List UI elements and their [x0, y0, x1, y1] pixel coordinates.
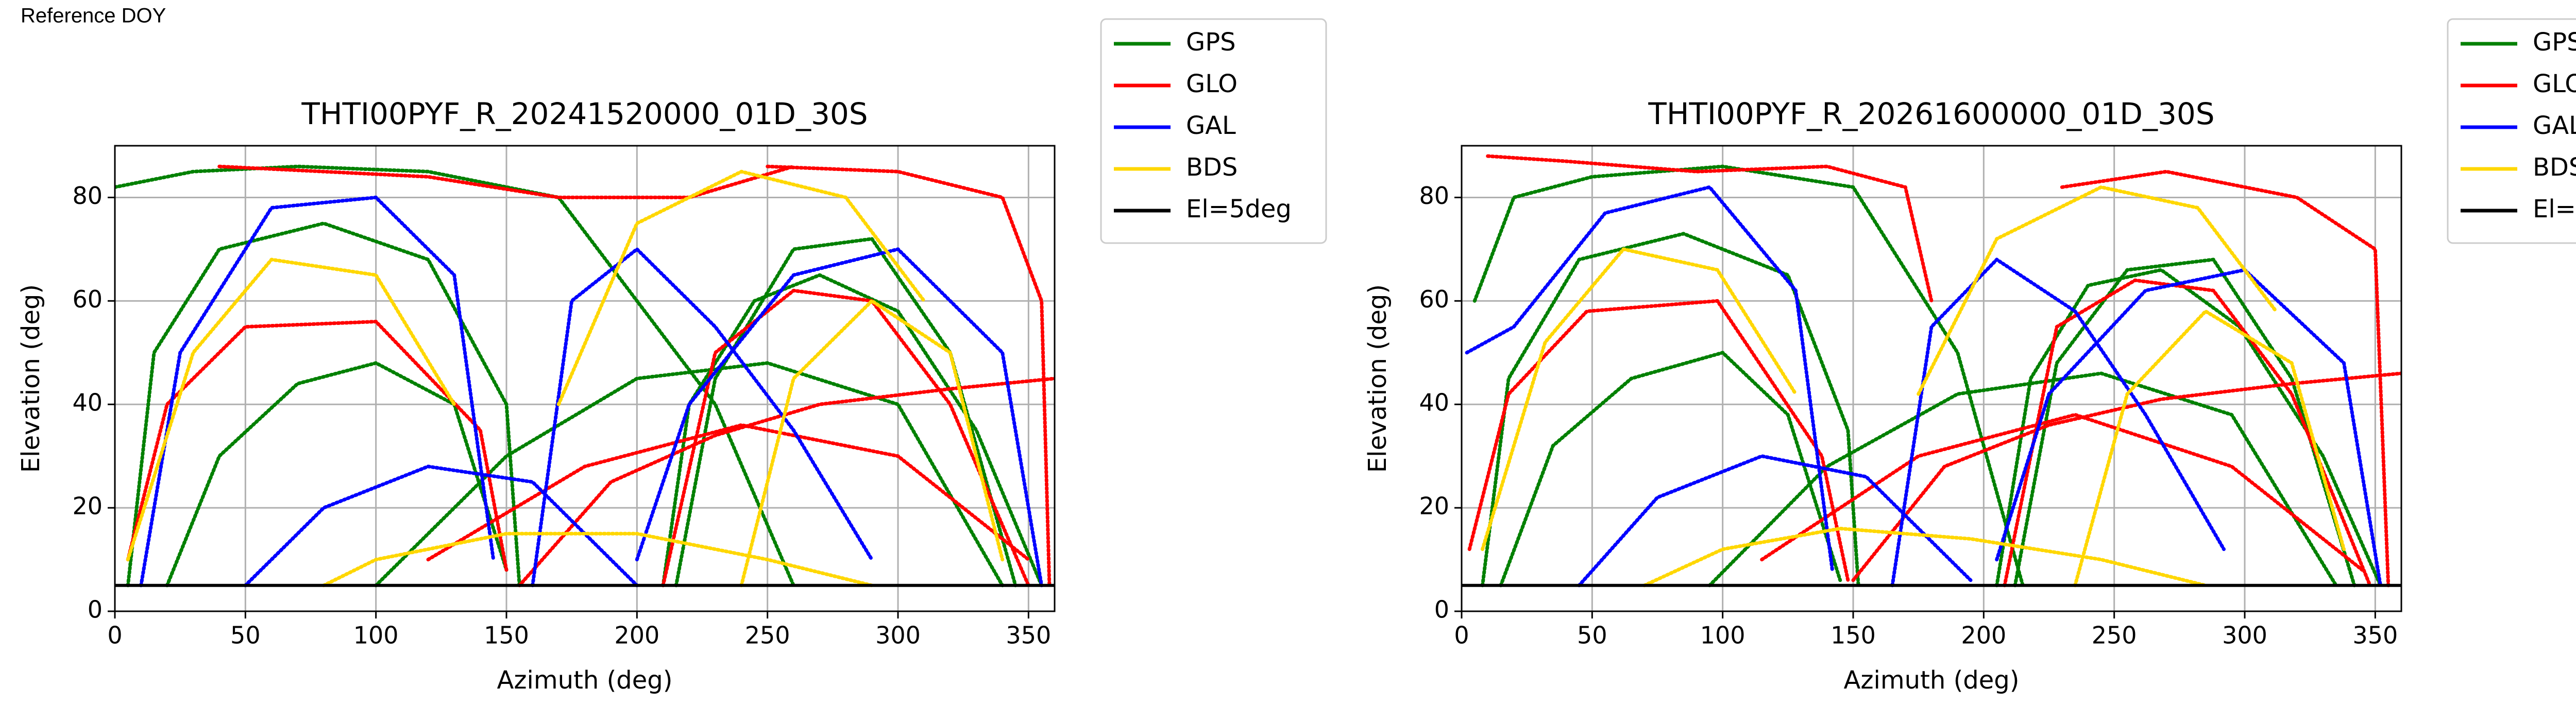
y-tick-label: 80 — [1419, 182, 1449, 210]
y-tick-label: 80 — [72, 182, 103, 210]
y-tick-label: 40 — [1419, 389, 1449, 417]
x-tick-label: 0 — [107, 622, 122, 649]
legend: GPS GLO GAL BDS El=5deg — [1100, 18, 1327, 244]
legend-label: BDS — [2533, 153, 2576, 182]
figure-label: Reference DOY — [21, 5, 166, 27]
y-axis-label: Elevation (deg) — [16, 284, 45, 473]
legend-frame — [1100, 18, 1327, 244]
legend-label: BDS — [1186, 153, 1238, 182]
chart: 0 50 100 150 200 250 300 350 0 20 40 60 80 THTI00PYF_… — [1363, 18, 2576, 695]
satellite-track — [126, 169, 1005, 588]
legend-label: GLO — [1186, 70, 1238, 98]
legend-label: GAL — [2533, 111, 2576, 140]
plot-marks — [1462, 154, 2401, 588]
axes-frame — [114, 145, 1056, 612]
legend-label: GAL — [1186, 111, 1236, 140]
satellite-track — [1481, 185, 2346, 588]
y-tick-label: 20 — [72, 492, 103, 520]
y-axis-label: Elevation (deg) — [1363, 284, 1392, 473]
x-tick-label: 350 — [1006, 622, 1051, 649]
x-tick-label: 300 — [2222, 622, 2267, 649]
axes-frame — [1461, 145, 2402, 612]
chart-title: THTI00PYF_R_20241520000_01D_30S — [301, 96, 868, 131]
plot-marks — [115, 164, 1055, 588]
x-tick-label: 200 — [614, 622, 659, 649]
x-axis-label: Azimuth (deg) — [1844, 666, 2020, 695]
legend-label: El=5deg — [2533, 195, 2576, 224]
x-tick-label: 0 — [1454, 622, 1469, 649]
y-tick-label: 0 — [88, 596, 103, 624]
x-tick-label: 200 — [1961, 622, 2006, 649]
x-tick-label: 50 — [230, 622, 261, 649]
x-tick-label: 250 — [745, 622, 790, 649]
legend-label: El=5deg — [1186, 195, 1292, 224]
satellite-track — [139, 195, 1044, 588]
chart-title: THTI00PYF_R_20261600000_01D_30S — [1648, 96, 2214, 131]
y-tick-label: 60 — [1419, 285, 1449, 313]
x-tick-label: 100 — [353, 622, 399, 649]
satellite-track — [1472, 164, 2382, 588]
plot-area — [115, 146, 1055, 611]
y-tick-label: 60 — [72, 285, 103, 313]
x-axis-label: Azimuth (deg) — [497, 666, 673, 695]
legend: GPS GLO GAL BDS El=5deg — [2447, 18, 2576, 244]
satellite-track — [1465, 185, 2382, 588]
x-tick-label: 100 — [1700, 622, 1745, 649]
satellite-track — [126, 164, 1055, 588]
y-tick-label: 20 — [1419, 492, 1449, 520]
legend-label: GPS — [1186, 28, 1236, 57]
x-tick-label: 250 — [2092, 622, 2137, 649]
x-tick-label: 150 — [1831, 622, 1876, 649]
x-tick-label: 350 — [2352, 622, 2398, 649]
x-tick-label: 150 — [484, 622, 529, 649]
y-tick-label: 0 — [1434, 596, 1449, 624]
legend-label: GLO — [2533, 70, 2576, 98]
chart: 0 50 100 150 200 250 300 350 0 20 40 60 80 THTI00PYF_… — [16, 18, 1327, 695]
legend-frame — [2447, 18, 2576, 244]
x-tick-label: 50 — [1577, 622, 1607, 649]
y-tick-label: 40 — [72, 389, 103, 417]
satellite-track — [115, 164, 1044, 588]
x-tick-label: 300 — [875, 622, 921, 649]
legend-label: GPS — [2533, 28, 2576, 57]
